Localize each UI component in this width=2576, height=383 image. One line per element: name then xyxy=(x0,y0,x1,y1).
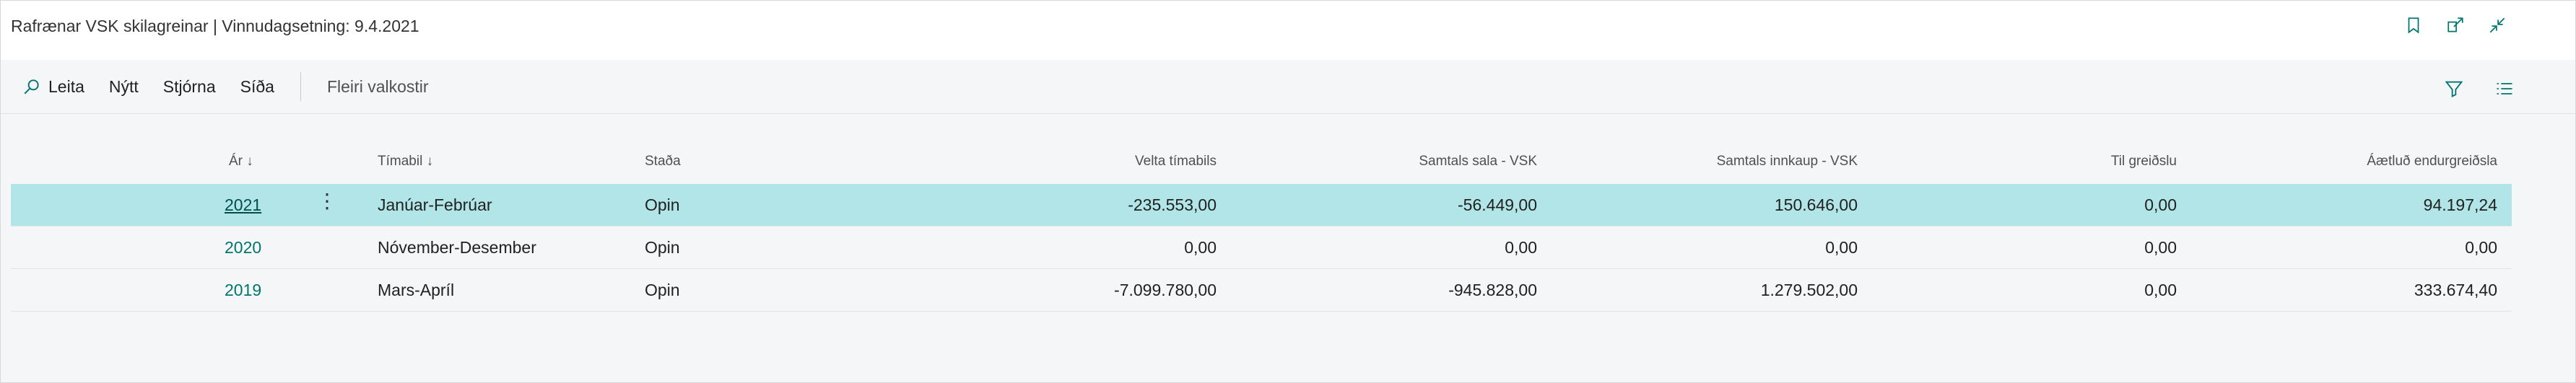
total-purchase-vat-cell: 0,00 xyxy=(1825,238,1858,257)
year-link[interactable]: 2019 xyxy=(225,281,262,299)
status-cell: Opin xyxy=(645,195,680,214)
search-label: Leita xyxy=(48,76,84,96)
to-pay-cell: 0,00 xyxy=(2144,238,2177,257)
turnover-cell: 0,00 xyxy=(1184,238,1217,257)
table-row[interactable]: 2020 Nóvember-Desember Opin 0,00 0,00 0,… xyxy=(11,226,2512,269)
action-bar: Leita Nýtt Stjórna Síða Fleiri valkostir xyxy=(1,60,2575,114)
sort-down-icon: ↓ xyxy=(426,154,434,169)
search-icon xyxy=(24,79,39,94)
list-view-icon[interactable] xyxy=(2492,76,2518,102)
toolbar-right-icons xyxy=(2441,76,2518,102)
turnover-cell: -235.553,00 xyxy=(1128,195,1217,214)
status-cell: Opin xyxy=(645,281,680,299)
table-row[interactable]: 2019 Mars-Apríl Opin -7.099.780,00 -945.… xyxy=(11,269,2512,312)
total-sales-vat-cell: -56.449,00 xyxy=(1458,195,1537,214)
to-pay-cell: 0,00 xyxy=(2144,195,2177,214)
row-actions-icon[interactable]: ⋮ xyxy=(317,190,337,212)
column-header-year[interactable]: Ár ↓ xyxy=(229,154,253,169)
page-button[interactable]: Síða xyxy=(240,76,274,96)
period-cell: Nóvember-Desember xyxy=(378,238,536,257)
title-bar: Rafrænar VSK skilagreinar | Vinnudagsetn… xyxy=(1,1,2575,60)
total-sales-vat-cell: 0,00 xyxy=(1505,238,1537,257)
table-header: Ár ↓ Tímabil ↓ Staða Velta tímabils Samt… xyxy=(11,144,2512,184)
total-purchase-vat-cell: 1.279.502,00 xyxy=(1760,281,1858,299)
est-refund-cell: 94.197,24 xyxy=(2423,195,2497,214)
sort-down-icon: ↓ xyxy=(246,154,253,169)
action-list: Leita Nýtt Stjórna Síða Fleiri valkostir xyxy=(22,72,453,101)
total-sales-vat-cell: -945.828,00 xyxy=(1448,281,1537,299)
collapse-icon[interactable] xyxy=(2484,12,2510,38)
status-cell: Opin xyxy=(645,238,680,257)
vat-return-table: Ár ↓ Tímabil ↓ Staða Velta tímabils Samt… xyxy=(11,144,2512,312)
est-refund-cell: 0,00 xyxy=(2465,238,2497,257)
action-separator xyxy=(300,72,301,101)
search-button[interactable]: Leita xyxy=(22,77,84,97)
column-header-est-refund[interactable]: Áætluð endurgreiðsla xyxy=(2367,154,2497,169)
column-header-total-sales-vat[interactable]: Samtals sala - VSK xyxy=(1419,154,1537,169)
column-header-status[interactable]: Staða xyxy=(645,154,681,169)
turnover-cell: -7.099.780,00 xyxy=(1114,281,1217,299)
new-button[interactable]: Nýtt xyxy=(108,76,139,96)
manage-button[interactable]: Stjórna xyxy=(162,76,216,96)
to-pay-cell: 0,00 xyxy=(2144,281,2177,299)
total-purchase-vat-cell: 150.646,00 xyxy=(1774,195,1858,214)
column-header-turnover[interactable]: Velta tímabils xyxy=(1135,154,1217,169)
more-options-button[interactable]: Fleiri valkostir xyxy=(326,76,429,96)
title-icons xyxy=(2401,12,2510,38)
column-header-period[interactable]: Tímabil ↓ xyxy=(378,154,434,169)
year-link[interactable]: 2021 xyxy=(225,195,262,214)
period-cell: Mars-Apríl xyxy=(378,281,455,299)
bookmark-icon[interactable] xyxy=(2401,12,2427,38)
table-row[interactable]: 2021 ⋮ Janúar-Febrúar Opin -235.553,00 -… xyxy=(11,184,2512,226)
est-refund-cell: 333.674,40 xyxy=(2414,281,2497,299)
period-cell: Janúar-Febrúar xyxy=(378,195,492,214)
page-title: Rafrænar VSK skilagreinar | Vinnudagsetn… xyxy=(11,17,419,35)
filter-icon[interactable] xyxy=(2441,76,2467,102)
column-header-total-purchase-vat[interactable]: Samtals innkaup - VSK xyxy=(1716,154,1858,169)
column-header-to-pay[interactable]: Til greiðslu xyxy=(2110,154,2177,169)
open-new-window-icon[interactable] xyxy=(2442,12,2468,38)
year-link[interactable]: 2020 xyxy=(225,238,262,257)
